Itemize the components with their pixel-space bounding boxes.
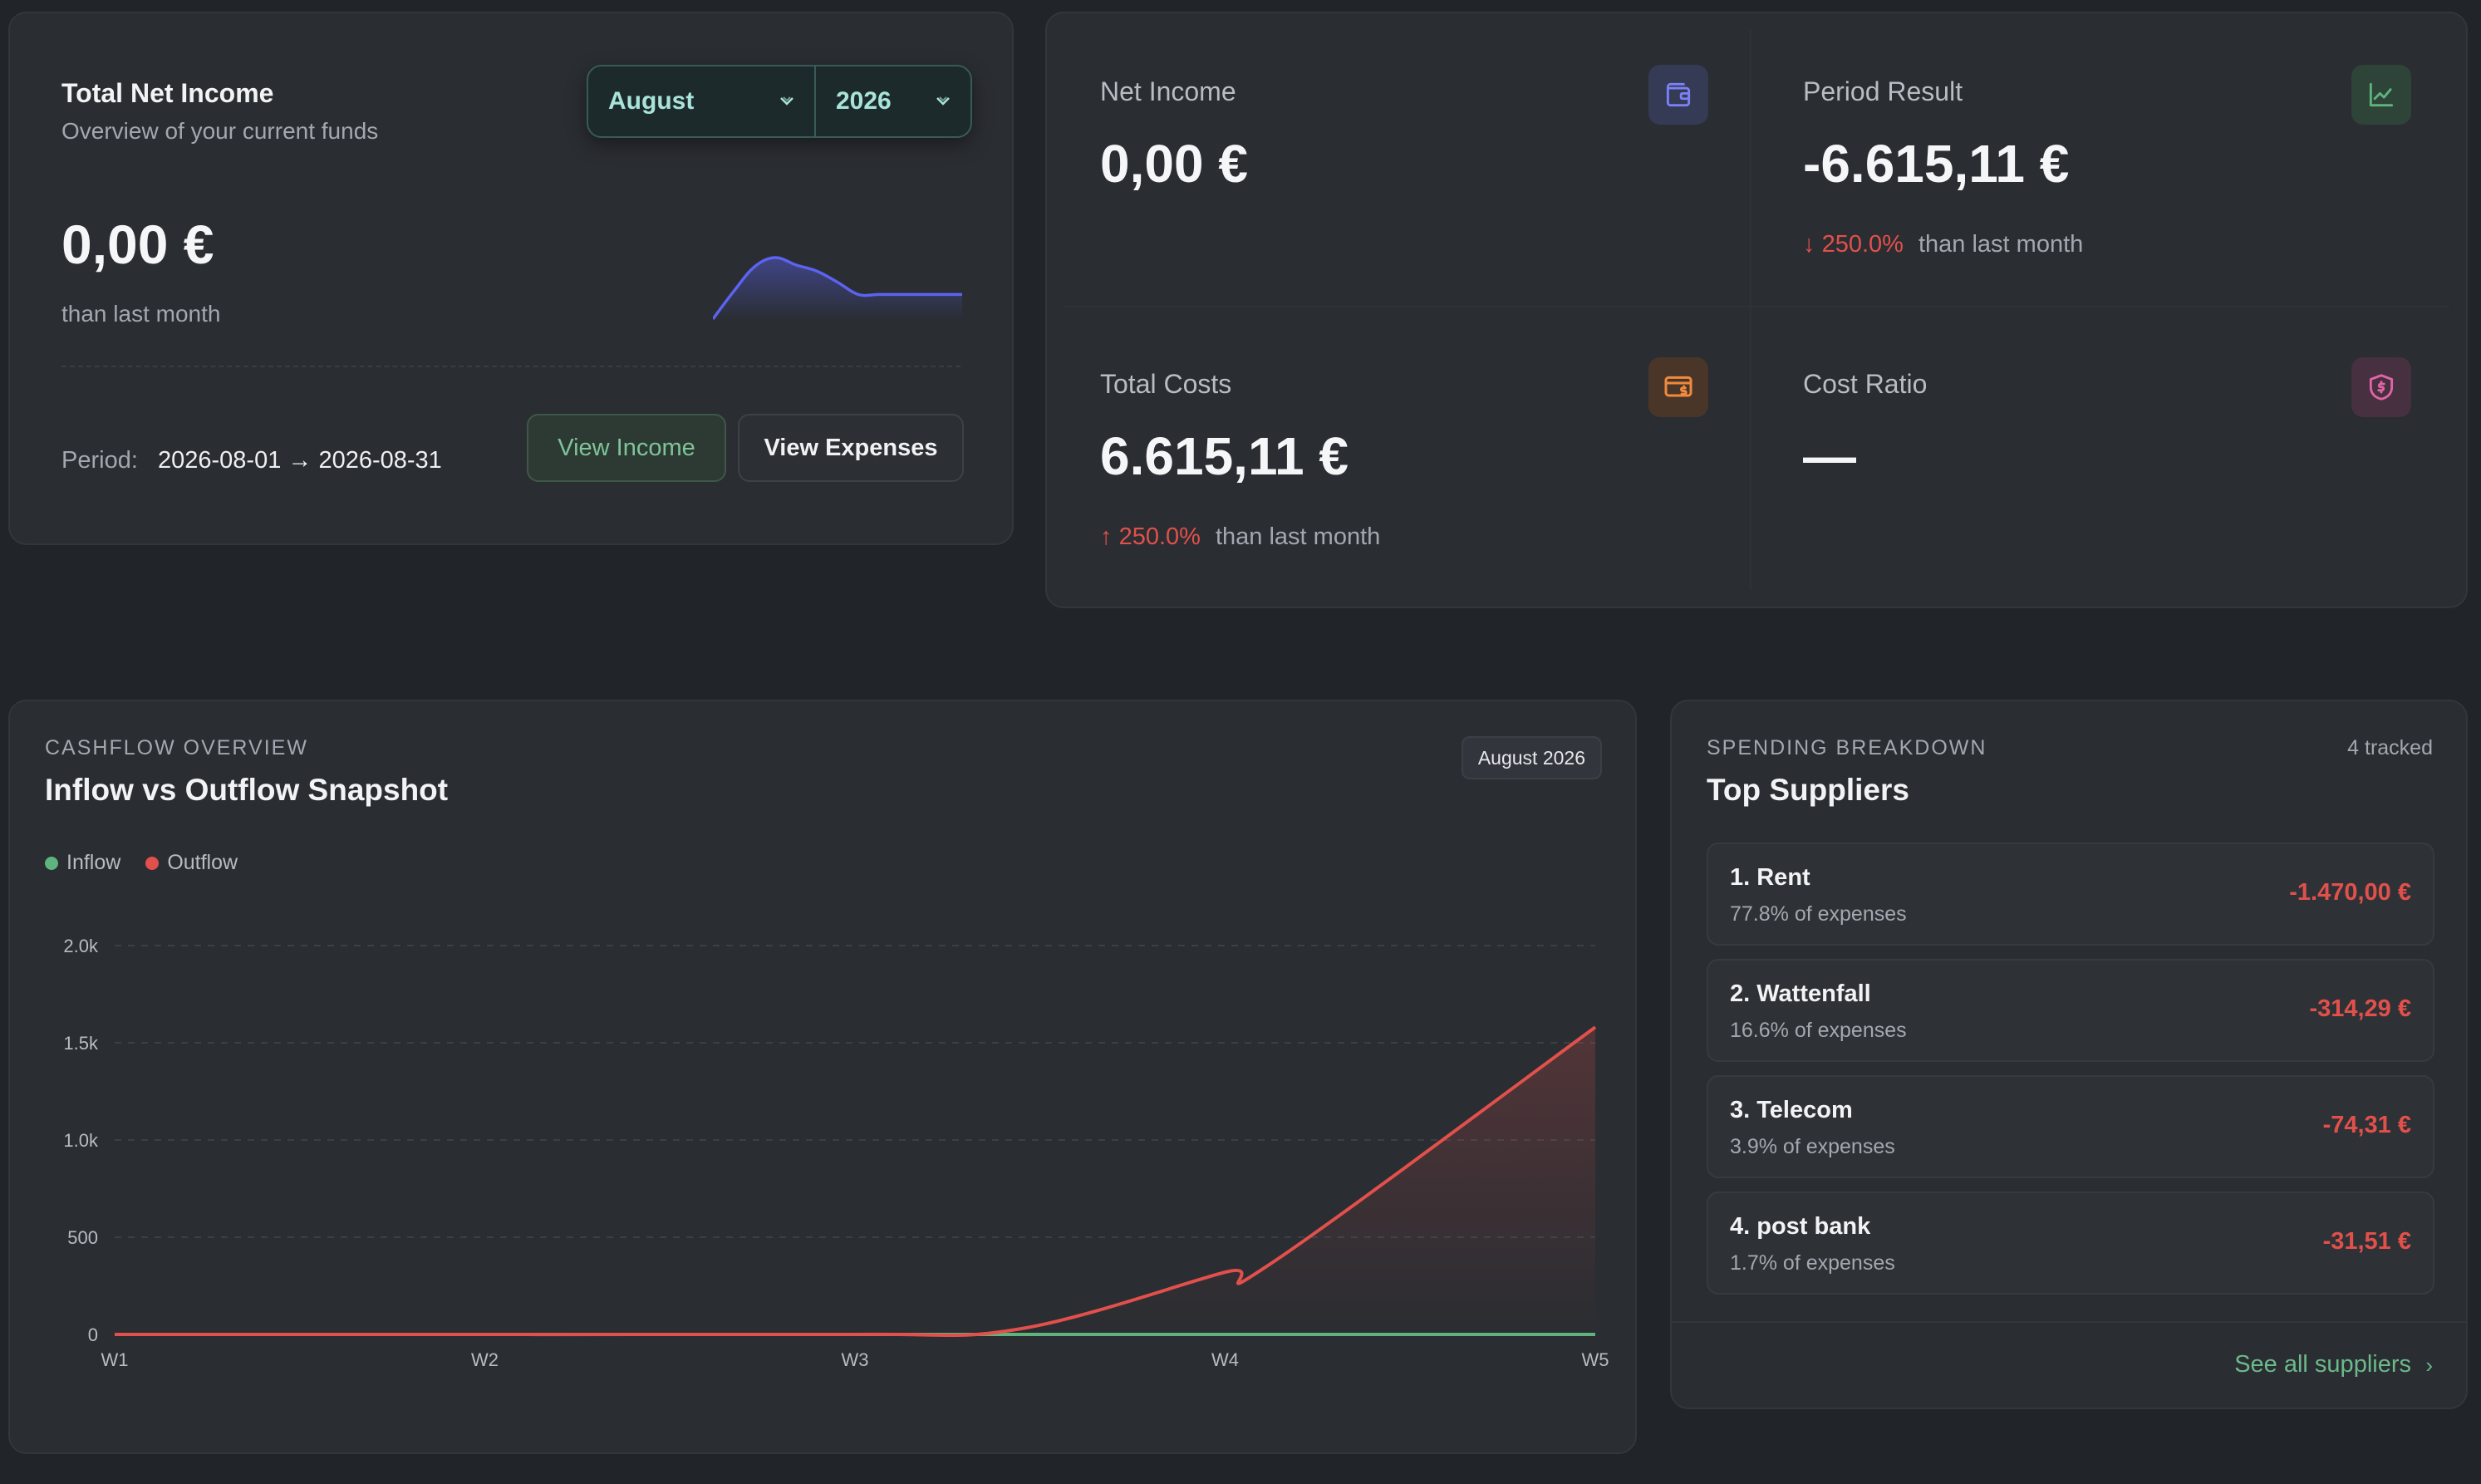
y-tick-label: 1.5k [63,1033,99,1054]
cashflow-chart: 0 500 1.0k 1.5k 2.0k W1 W2 W3 W4 W5 [63,936,1609,1370]
kpi-label: Cost Ratio [1803,369,1928,399]
divider [1064,306,2449,307]
legend-label: Outflow [167,851,238,874]
shield-dollar-icon [2351,357,2411,417]
period-label: Period: [61,447,138,474]
kpi-trend: ↑ 250.0% than last month [1100,523,1380,551]
legend-item-outflow: Outflow [145,851,238,875]
x-tick-label: W4 [1211,1349,1239,1370]
month-select[interactable]: August [588,66,816,136]
cashflow-period-badge: August 2026 [1461,736,1602,779]
kpi-trend: ↓ 250.0% than last month [1803,231,2083,258]
kpi-period-result: Period Result -6.615,11 € ↓ 250.0% than … [1750,13,2453,304]
x-tick-label: W2 [471,1349,499,1370]
kpi-value: 6.615,11 € [1100,426,1349,486]
sparkline-area [713,257,962,321]
x-tick-label: W3 [842,1349,869,1370]
supplier-amount: -314,29 € [2309,995,2411,1022]
supplier-amount: -1.470,00 € [2289,879,2411,906]
wallet-icon [1648,65,1708,125]
outflow-area [115,1027,1595,1336]
cashflow-title: Inflow vs Outflow Snapshot [45,773,449,807]
y-tick-label: 2.0k [63,936,99,956]
outflow-line [115,1025,1597,1338]
chevron-down-icon [936,93,951,111]
card-dollar-icon [1648,357,1708,417]
supplier-name: 2. Wattenfall [1730,980,1871,1007]
kpi-value: 0,00 € [1100,134,1248,194]
suppliers-tracked-count: 4 tracked [2347,736,2433,759]
view-income-button[interactable]: View Income [527,414,726,482]
arrow-down-icon: ↓ [1803,231,1815,258]
divider [61,366,960,367]
legend-dot [145,856,160,870]
chevron-right-icon[interactable]: › [2425,1353,2433,1378]
view-expenses-button[interactable]: View Expenses [738,414,964,482]
suppliers-title: Top Suppliers [1707,773,1909,807]
month-value: August [608,87,695,115]
chart-legend: Inflow Outflow [45,851,238,875]
kpi-grid: Net Income 0,00 € Period Result -6.615,1… [1045,12,2468,608]
divider [1672,1321,2466,1323]
net-income-compare: than last month [61,301,221,327]
supplier-share: 1.7% of expenses [1730,1251,1895,1275]
supplier-share: 3.9% of expenses [1730,1135,1895,1158]
supplier-amount: -31,51 € [2322,1228,2411,1255]
net-income-subtitle: Overview of your current funds [61,118,379,144]
net-income-amount: 0,00 € [61,214,214,275]
supplier-row[interactable]: 3. Telecom 3.9% of expenses -74,31 € [1707,1075,2434,1178]
y-tick-label: 500 [67,1227,98,1248]
year-select[interactable]: 2026 [816,66,970,136]
net-income-sparkline [713,256,963,321]
supplier-share: 77.8% of expenses [1730,902,1907,926]
kpi-label: Net Income [1100,76,1236,106]
kpi-label: Total Costs [1100,369,1232,399]
supplier-name: 1. Rent [1730,864,1810,891]
kpi-value: — [1803,426,1856,486]
trend-text: than last month [1918,231,2084,258]
divider [1750,30,1751,590]
suppliers-eyebrow: SPENDING BREAKDOWN [1707,736,1987,759]
trend-percent: 250.0% [1821,231,1904,258]
net-income-card: Total Net Income Overview of your curren… [8,12,1014,545]
y-tick-label: 0 [88,1324,98,1345]
legend-item-inflow: Inflow [45,851,120,875]
see-all-suppliers-link[interactable]: See all suppliers [2234,1351,2411,1378]
legend-dot [45,856,58,870]
kpi-net-income: Net Income 0,00 € [1047,13,1750,304]
supplier-row[interactable]: 2. Wattenfall 16.6% of expenses -314,29 … [1707,959,2434,1062]
suppliers-card: SPENDING BREAKDOWN 4 tracked Top Supplie… [1670,700,2468,1409]
kpi-label: Period Result [1803,76,1963,106]
kpi-cost-ratio: Cost Ratio — [1750,306,2453,597]
supplier-amount: -74,31 € [2322,1112,2411,1138]
kpi-total-costs: Total Costs 6.615,11 € ↑ 250.0% than las… [1047,306,1750,597]
supplier-name: 3. Telecom [1730,1097,1853,1123]
supplier-row[interactable]: 1. Rent 77.8% of expenses -1.470,00 € [1707,843,2434,946]
chevron-down-icon [779,93,794,111]
supplier-row[interactable]: 4. post bank 1.7% of expenses -31,51 € [1707,1192,2434,1295]
arrow-up-icon: ↑ [1100,523,1113,550]
trend-text: than last month [1215,523,1381,550]
net-income-title: Total Net Income [61,78,274,108]
supplier-name: 4. post bank [1730,1213,1871,1240]
legend-label: Inflow [66,851,121,874]
period-value: 2026-08-01 → 2026-08-31 [158,447,442,474]
year-value: 2026 [836,87,892,115]
trend-percent: 250.0% [1118,523,1201,550]
x-tick-label: W5 [1582,1349,1609,1370]
supplier-share: 16.6% of expenses [1730,1019,1907,1042]
chart-line-icon [2351,65,2411,125]
sparkline-line [713,256,963,321]
kpi-value: -6.615,11 € [1803,134,2070,194]
cashflow-card: 0 500 1.0k 1.5k 2.0k W1 W2 W3 W4 W5 CASHFLOW OVER… [8,700,1637,1454]
y-tick-label: 1.0k [63,1130,99,1151]
cashflow-eyebrow: CASHFLOW OVERVIEW [45,736,308,759]
period-selector: August 2026 [587,65,972,138]
x-tick-label: W1 [101,1349,129,1370]
